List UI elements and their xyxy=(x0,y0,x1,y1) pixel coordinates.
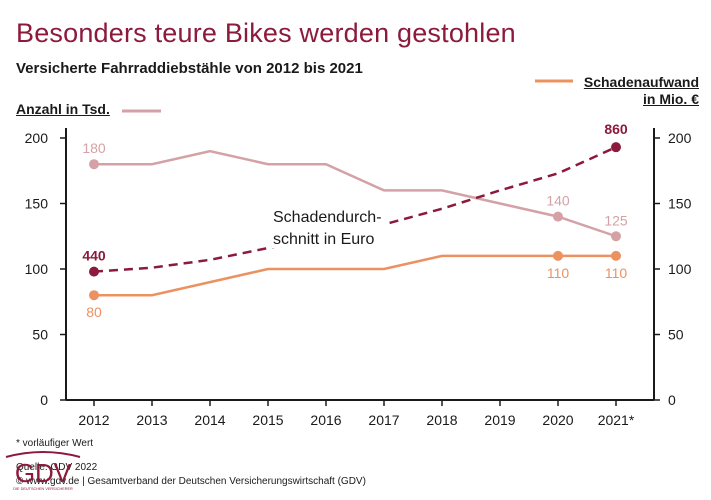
chart-subtitle: Versicherte Fahrraddiebstähle von 2012 b… xyxy=(16,60,363,77)
annotation-background xyxy=(272,203,386,248)
x-tick-label: 2018 xyxy=(426,412,457,428)
x-tick-label: 2019 xyxy=(484,412,515,428)
y-tick-label-left: 150 xyxy=(25,196,49,212)
source-line: Quelle: GDV 2022 xyxy=(16,462,98,473)
data-marker-avg xyxy=(89,266,99,277)
data-label-count: 180 xyxy=(82,140,106,156)
data-label-avg: 440 xyxy=(82,248,106,264)
y-tick-label-left: 0 xyxy=(40,392,48,408)
y-tick-label-left: 200 xyxy=(25,130,49,146)
data-marker-avg xyxy=(611,142,621,153)
logo-tagline: DIE DEUTSCHEN VERSICHERER xyxy=(13,487,73,491)
x-tick-label: 2017 xyxy=(368,412,399,428)
y-tick-label-right: 150 xyxy=(668,196,692,212)
data-label-count: 125 xyxy=(604,212,628,228)
y-tick-label-left: 50 xyxy=(32,327,48,343)
data-marker-damage xyxy=(611,250,621,261)
y-tick-label-right: 200 xyxy=(668,130,692,146)
data-label-count: 140 xyxy=(546,193,570,209)
gdv-logo: GDV DIE DEUTSCHEN VERSICHERER xyxy=(5,451,81,491)
x-tick-label: 2021* xyxy=(598,412,635,428)
x-tick-label: 2016 xyxy=(310,412,341,428)
data-marker-damage xyxy=(89,290,99,301)
y-tick-label-right: 0 xyxy=(668,392,676,408)
right-legend-line1: Schadenaufwand xyxy=(583,74,699,90)
data-marker-count xyxy=(89,159,99,170)
logo-text: GDV xyxy=(15,458,72,488)
data-label-damage: 110 xyxy=(605,265,628,281)
annotation-line2: schnitt in Euro xyxy=(273,231,374,248)
right-legend-line2: in Mio. € xyxy=(643,91,699,107)
x-tick-label: 2014 xyxy=(194,412,225,428)
y-tick-label-left: 100 xyxy=(25,261,49,277)
data-label-damage: 110 xyxy=(547,265,570,281)
x-tick-label: 2020 xyxy=(542,412,573,428)
series-line-damage xyxy=(94,254,616,297)
chart-title: Besonders teure Bikes werden gestohlen xyxy=(16,18,516,48)
right-axis-legend: Schadenaufwand in Mio. € xyxy=(584,74,699,108)
footnote: * vorläufiger Wert xyxy=(16,438,94,449)
source: Quelle: GDV 2022 © www.gdv.de | Gesamtve… xyxy=(16,461,366,489)
data-label-damage: 80 xyxy=(86,304,102,320)
series-line-count xyxy=(94,149,617,238)
copyright-line: © www.gdv.de | Gesamtverband der Deutsch… xyxy=(16,476,366,487)
data-label-avg: 860 xyxy=(604,121,628,137)
annotation-line1: Schadendurch- xyxy=(273,209,382,226)
y-tick-label-right: 50 xyxy=(668,327,684,343)
data-marker-damage xyxy=(553,250,563,261)
x-tick-label: 2015 xyxy=(252,412,283,428)
data-marker-count xyxy=(553,211,563,222)
x-tick-label: 2012 xyxy=(78,412,109,428)
x-tick-label: 2013 xyxy=(136,412,167,428)
left-axis-legend: Anzahl in Tsd. xyxy=(16,101,110,117)
y-tick-label-right: 100 xyxy=(668,261,692,277)
data-marker-count xyxy=(611,231,621,242)
